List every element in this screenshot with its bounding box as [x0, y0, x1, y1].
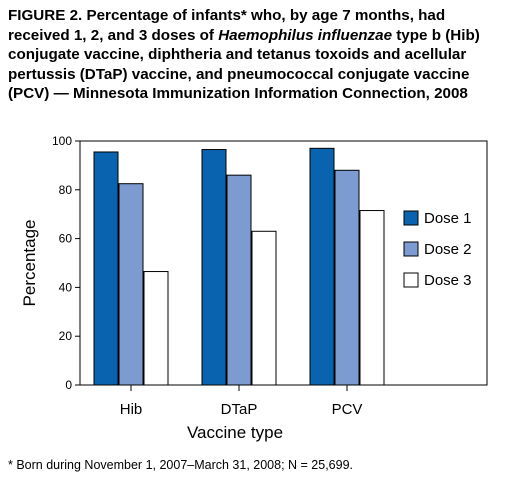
bar-dtap-dose-2 [226, 174, 252, 386]
figure-title-part-1: FIGURE 2. Percentage of infants* who, by… [8, 7, 446, 44]
figure-title-italic: Haemophilus influenzae [218, 26, 393, 44]
x-tick-label: PCV [332, 401, 363, 418]
bar-pcv-dose-3 [359, 210, 385, 386]
bar-hib-dose-2 [118, 183, 144, 386]
bar-dtap-dose-3 [251, 230, 277, 386]
y-axis-ticks: 0 20 40 60 80 100 [52, 134, 80, 392]
bar-dtap-dose-1 [201, 149, 227, 386]
bars [93, 147, 385, 386]
x-axis-title: Vaccine type [187, 423, 283, 442]
y-tick-label: 40 [59, 280, 73, 294]
legend-swatch-dose-3 [403, 272, 419, 288]
bar-hib-dose-1 [93, 151, 119, 386]
figure-title-part-2: type b (Hib) conjugate vaccine, diphther… [8, 26, 480, 103]
x-tick-label: DTaP [221, 401, 258, 418]
legend: Dose 1 Dose 2 Dose 3 [403, 210, 472, 289]
bar-hib-dose-3 [143, 271, 169, 386]
y-axis-title: Percentage [20, 220, 39, 307]
plot-area [79, 140, 488, 386]
y-tick-label: 80 [59, 183, 73, 197]
footnote: * Born during November 1, 2007–March 31,… [8, 458, 354, 472]
legend-swatch-dose-2 [403, 241, 419, 257]
legend-label-dose-3: Dose 3 [424, 272, 472, 289]
y-tick-label: 100 [52, 134, 72, 148]
legend-swatch-dose-1 [403, 210, 419, 226]
y-tick-label: 0 [65, 378, 72, 392]
x-axis-labels: Hib DTaP PCV [120, 385, 363, 418]
bar-pcv-dose-2 [334, 169, 360, 386]
y-tick-label: 60 [59, 232, 73, 246]
legend-label-dose-1: Dose 1 [424, 210, 472, 227]
y-tick-label: 20 [59, 329, 73, 343]
bar-pcv-dose-1 [309, 147, 335, 386]
legend-label-dose-2: Dose 2 [424, 241, 472, 258]
x-tick-label: Hib [120, 401, 143, 418]
figure-title: FIGURE 2. Percentage of infants* who, by… [8, 6, 508, 104]
